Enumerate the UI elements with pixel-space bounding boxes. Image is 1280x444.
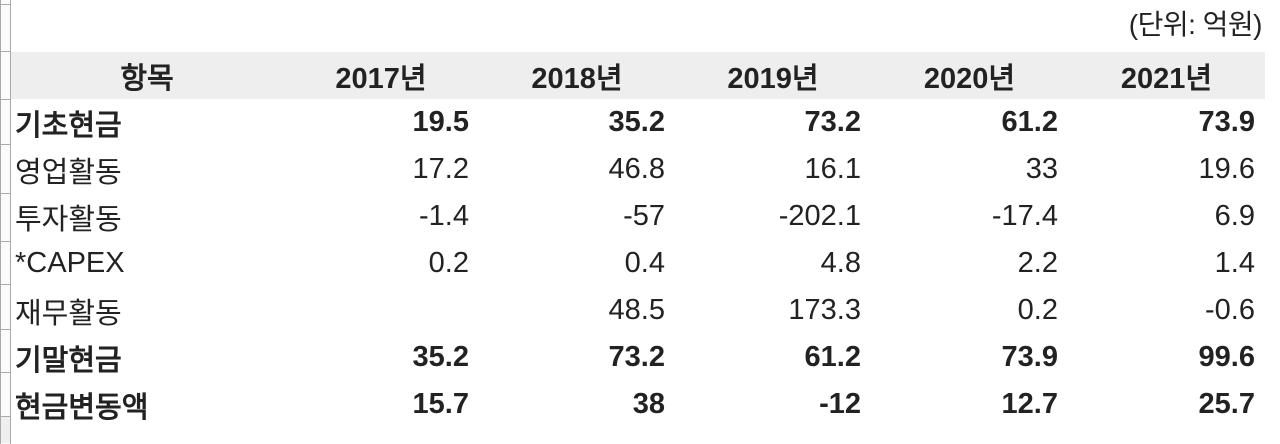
value-cell: -12 <box>819 388 861 420</box>
gutter-cell <box>1 285 10 330</box>
header-cell-year: 2019년 <box>675 52 871 99</box>
value-cell: 73.9 <box>1001 341 1058 373</box>
value-cell: 38 <box>632 388 665 420</box>
value-cell: 2.2 <box>1017 247 1058 279</box>
gutter-cell <box>1 330 10 373</box>
value-cell: -0.6 <box>1205 294 1255 326</box>
value-cell: -1.4 <box>419 200 469 232</box>
value-cell: 0.2 <box>1017 294 1058 326</box>
value-cell: 48.5 <box>608 294 665 326</box>
value-cell: 4.8 <box>820 247 861 279</box>
value-cell: 73.2 <box>608 341 665 373</box>
header-cell-year: 2018년 <box>479 52 675 99</box>
table-row: 기말현금 35.2 73.2 61.2 73.9 99.6 <box>11 334 1265 381</box>
row-label: 기초현금 <box>15 109 122 142</box>
value-cell: 16.1 <box>804 153 861 185</box>
value-cell: 46.8 <box>608 153 665 185</box>
value-cell: 19.6 <box>1198 153 1255 185</box>
value-cell: 1.4 <box>1214 247 1255 279</box>
value-cell: 73.2 <box>804 106 861 138</box>
row-label: 재무활동 <box>15 297 122 330</box>
value-cell: 33 <box>1025 153 1058 185</box>
table-row: 기초현금 19.5 35.2 73.2 61.2 73.9 <box>11 99 1265 146</box>
gutter-cell <box>1 52 10 100</box>
gutter-cell <box>1 194 10 242</box>
header-cell-year: 2020년 <box>871 52 1068 99</box>
value-cell: 25.7 <box>1198 388 1255 420</box>
row-label: 기말현금 <box>15 344 122 377</box>
row-label: *CAPEX <box>15 247 125 279</box>
value-cell <box>283 287 479 334</box>
value-cell: 99.6 <box>1198 341 1255 373</box>
gutter-cell <box>1 0 10 5</box>
unit-note: (단위: 억원) <box>1128 9 1263 40</box>
header-cell-item: 항목 <box>11 52 283 99</box>
value-cell: -57 <box>623 200 665 232</box>
header-cell-year: 2021년 <box>1068 52 1265 99</box>
value-cell: -202.1 <box>778 200 861 232</box>
gutter-cell <box>1 5 10 52</box>
gutter-cell <box>1 100 10 145</box>
row-label: 투자활동 <box>15 203 122 236</box>
gutter-cell <box>1 242 10 285</box>
value-cell: 61.2 <box>1001 106 1058 138</box>
table-body: 기초현금 19.5 35.2 73.2 61.2 73.9 영업활동 17.2 46.8 16.1… <box>11 99 1265 428</box>
value-cell: 35.2 <box>412 341 469 373</box>
value-cell: 173.3 <box>788 294 861 326</box>
value-cell: 6.9 <box>1214 200 1255 232</box>
value-cell: 35.2 <box>608 106 665 138</box>
table-header-row: 항목 2017년 2018년 2019년 2020년 2021년 <box>11 52 1265 99</box>
table-row: *CAPEX 0.2 0.4 4.8 2.2 1.4 <box>11 240 1265 287</box>
table-row: 현금변동액 15.7 38 -12 12.7 25.7 <box>11 381 1265 428</box>
value-cell: 15.7 <box>412 388 469 420</box>
value-cell: -17.4 <box>991 200 1058 232</box>
gutter-cell <box>1 373 10 417</box>
table-row: 영업활동 17.2 46.8 16.1 33 19.6 <box>11 146 1265 193</box>
cash-flow-table: 항목 2017년 2018년 2019년 2020년 2021년 기초현금 19.5 35.2… <box>11 52 1265 428</box>
value-cell: 12.7 <box>1001 388 1058 420</box>
gutter-cell <box>1 145 10 194</box>
row-label: 현금변동액 <box>15 391 149 424</box>
table-row: 투자활동 -1.4 -57 -202.1 -17.4 6.9 <box>11 193 1265 240</box>
value-cell: 17.2 <box>412 153 469 185</box>
spreadsheet-gutter <box>0 0 11 444</box>
gutter-cell <box>1 417 10 443</box>
value-cell: 73.9 <box>1198 106 1255 138</box>
value-cell: 19.5 <box>412 106 469 138</box>
value-cell: 0.2 <box>428 247 469 279</box>
table-row: 재무활동 48.5 173.3 0.2 -0.6 <box>11 287 1265 334</box>
header-cell-year: 2017년 <box>283 52 479 99</box>
value-cell: 0.4 <box>624 247 665 279</box>
row-label: 영업활동 <box>15 156 122 189</box>
value-cell: 61.2 <box>804 341 861 373</box>
